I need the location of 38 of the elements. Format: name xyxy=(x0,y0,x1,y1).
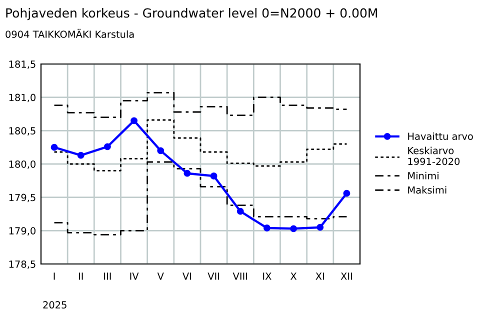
x-tick-label: VII xyxy=(208,272,220,280)
point xyxy=(50,144,58,151)
x-tick-label: VI xyxy=(182,272,192,280)
x-tick-label: VIII xyxy=(232,272,248,280)
legend-label: Keskiarvo 1991-2020 xyxy=(408,146,460,166)
x-tick-label: V xyxy=(157,272,164,280)
legend-label: Minimi xyxy=(408,172,438,180)
x-tick-label: IX xyxy=(263,272,272,280)
point xyxy=(77,152,84,159)
y-tick-label: 181,5 xyxy=(9,60,36,69)
y-tick-label: 179,0 xyxy=(9,227,36,236)
chart-title: Pohjaveden korkeus - Groundwater level 0=N2000 + 0.00M xyxy=(6,8,377,20)
legend-label: Maksimi xyxy=(408,186,446,194)
x-tick-label: IV xyxy=(130,272,139,280)
text: 2025 xyxy=(43,301,66,309)
y-tick-label: 180,5 xyxy=(9,127,36,136)
y-tick-label: 178,5 xyxy=(9,260,36,269)
point xyxy=(157,147,164,154)
point xyxy=(263,224,270,232)
point xyxy=(184,170,191,177)
x-tick-label: XI xyxy=(316,272,324,280)
chart-subtitle: 0904 TAIKKOMÄKI Karstula xyxy=(6,28,134,38)
point xyxy=(104,143,111,150)
legend-label: Havaittu arvo xyxy=(408,132,473,140)
y-tick-label: 179,5 xyxy=(9,194,36,202)
y-tick-label: 180,0 xyxy=(9,160,36,169)
point xyxy=(210,172,218,180)
x-tick-label: I xyxy=(54,272,55,280)
point xyxy=(316,224,324,231)
point xyxy=(343,190,350,197)
x-tick-label: II xyxy=(78,272,83,280)
x-tick-label: X xyxy=(290,272,297,280)
point xyxy=(236,208,244,215)
x-tick-label: XII xyxy=(340,272,352,280)
point xyxy=(290,225,298,232)
x-tick-label: III xyxy=(104,272,111,280)
point xyxy=(130,117,138,124)
y-tick-label: 181,0 xyxy=(9,94,36,102)
